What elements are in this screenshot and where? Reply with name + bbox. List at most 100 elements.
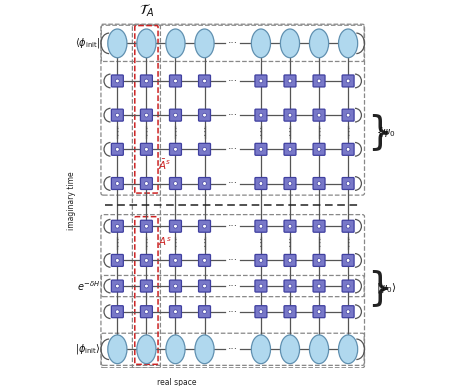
Text: ⋮: ⋮ (171, 238, 180, 248)
Text: ···: ··· (228, 178, 238, 188)
Text: ···: ··· (228, 76, 238, 86)
Text: ···: ··· (228, 344, 238, 354)
FancyBboxPatch shape (170, 220, 182, 232)
Circle shape (145, 147, 148, 151)
Text: ···: ··· (228, 110, 238, 120)
Ellipse shape (108, 29, 127, 58)
FancyBboxPatch shape (111, 178, 123, 190)
FancyBboxPatch shape (255, 143, 267, 155)
Text: ⋮: ⋮ (142, 238, 151, 248)
FancyBboxPatch shape (199, 306, 210, 318)
Text: ···: ··· (228, 281, 238, 291)
FancyBboxPatch shape (199, 280, 210, 292)
Circle shape (259, 284, 263, 288)
Text: ···: ··· (228, 144, 238, 154)
Text: $|\phi_{\rm init}\rangle$: $|\phi_{\rm init}\rangle$ (74, 342, 100, 356)
FancyBboxPatch shape (199, 178, 210, 190)
Text: real space: real space (157, 378, 197, 386)
Circle shape (346, 284, 350, 288)
Ellipse shape (310, 335, 328, 364)
Text: ⋮: ⋮ (256, 238, 266, 248)
Ellipse shape (108, 335, 127, 364)
Ellipse shape (251, 335, 271, 364)
FancyBboxPatch shape (255, 254, 267, 266)
Text: }: } (367, 269, 392, 307)
Text: ⋮: ⋮ (171, 127, 180, 137)
Circle shape (317, 310, 321, 313)
Text: ···: ··· (228, 307, 238, 317)
FancyBboxPatch shape (342, 306, 354, 318)
FancyBboxPatch shape (255, 280, 267, 292)
Ellipse shape (137, 335, 156, 364)
FancyBboxPatch shape (170, 306, 182, 318)
FancyBboxPatch shape (199, 220, 210, 232)
FancyBboxPatch shape (140, 280, 153, 292)
Circle shape (346, 259, 350, 262)
Circle shape (173, 79, 177, 83)
FancyBboxPatch shape (199, 254, 210, 266)
FancyBboxPatch shape (255, 75, 267, 87)
Circle shape (346, 113, 350, 117)
Circle shape (203, 182, 206, 185)
Ellipse shape (281, 335, 300, 364)
FancyBboxPatch shape (313, 220, 325, 232)
Circle shape (288, 310, 292, 313)
Ellipse shape (310, 29, 328, 58)
Circle shape (203, 79, 206, 83)
FancyBboxPatch shape (313, 306, 325, 318)
Text: ⋮: ⋮ (112, 238, 122, 248)
Circle shape (173, 113, 177, 117)
FancyBboxPatch shape (111, 254, 123, 266)
Circle shape (173, 182, 177, 185)
Circle shape (203, 310, 206, 313)
Circle shape (259, 79, 263, 83)
FancyBboxPatch shape (313, 254, 325, 266)
Text: ···: ··· (228, 38, 238, 48)
Text: ⋮: ⋮ (343, 238, 353, 248)
FancyBboxPatch shape (284, 75, 296, 87)
Circle shape (116, 224, 119, 228)
Circle shape (145, 182, 148, 185)
Text: ⋮: ⋮ (314, 238, 324, 248)
Circle shape (288, 284, 292, 288)
Circle shape (116, 259, 119, 262)
Text: $A^s$: $A^s$ (158, 235, 172, 248)
FancyBboxPatch shape (140, 254, 153, 266)
Circle shape (116, 113, 119, 117)
Circle shape (116, 147, 119, 151)
Circle shape (259, 259, 263, 262)
FancyBboxPatch shape (140, 220, 153, 232)
Circle shape (203, 259, 206, 262)
FancyBboxPatch shape (111, 109, 123, 121)
Ellipse shape (137, 29, 156, 58)
Text: $\langle\phi_{\rm init}|$: $\langle\phi_{\rm init}|$ (75, 36, 100, 50)
Circle shape (173, 147, 177, 151)
Text: $e^{-\delta H}$: $e^{-\delta H}$ (77, 279, 100, 293)
FancyBboxPatch shape (342, 143, 354, 155)
FancyBboxPatch shape (284, 220, 296, 232)
FancyBboxPatch shape (140, 178, 153, 190)
Text: ⋮: ⋮ (200, 238, 210, 248)
FancyBboxPatch shape (199, 75, 210, 87)
FancyBboxPatch shape (313, 143, 325, 155)
Text: }: } (367, 113, 392, 151)
Text: ⋮: ⋮ (200, 127, 210, 137)
FancyBboxPatch shape (199, 109, 210, 121)
Circle shape (288, 224, 292, 228)
Circle shape (259, 147, 263, 151)
Circle shape (317, 224, 321, 228)
Circle shape (116, 79, 119, 83)
Text: ⋮: ⋮ (285, 127, 295, 137)
Circle shape (203, 284, 206, 288)
FancyBboxPatch shape (170, 75, 182, 87)
Text: imaginary time: imaginary time (67, 171, 76, 230)
FancyBboxPatch shape (284, 143, 296, 155)
Circle shape (346, 224, 350, 228)
FancyBboxPatch shape (140, 109, 153, 121)
FancyBboxPatch shape (111, 75, 123, 87)
FancyBboxPatch shape (140, 143, 153, 155)
FancyBboxPatch shape (111, 220, 123, 232)
Text: ···: ··· (228, 256, 238, 266)
Circle shape (203, 113, 206, 117)
Circle shape (173, 224, 177, 228)
